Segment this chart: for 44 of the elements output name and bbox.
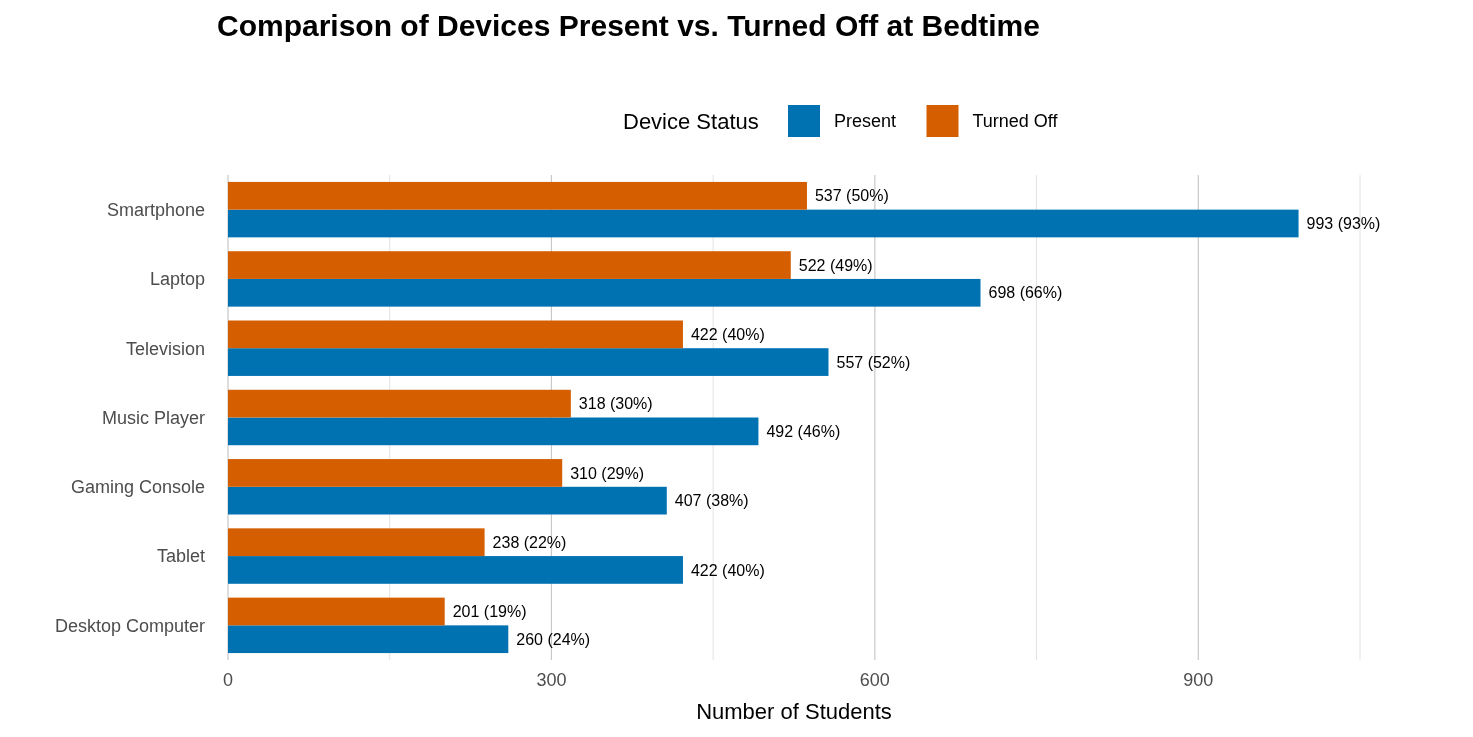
data-label: 993 (93%) <box>1306 215 1381 233</box>
data-label: 422 (40%) <box>690 561 765 579</box>
bar <box>228 320 683 349</box>
data-label: 698 (66%) <box>988 284 1063 302</box>
y-tick-label: Tablet <box>156 546 205 567</box>
y-tick-label: Music Player <box>101 407 205 428</box>
data-label: 260 (24%) <box>516 630 591 648</box>
y-tick-label: Desktop Computer <box>54 615 205 636</box>
data-label: 537 (50%) <box>814 187 889 205</box>
legend-label: Turned Off <box>972 111 1059 132</box>
data-label: 310 (29%) <box>570 464 645 482</box>
bar <box>228 597 445 626</box>
bar <box>228 528 485 557</box>
bar <box>228 625 509 654</box>
bar <box>228 389 571 418</box>
x-tick-label: 300 <box>536 670 567 690</box>
data-label: 318 (30%) <box>578 395 653 413</box>
x-tick-label: 0 <box>222 670 234 690</box>
y-tick-label: Smartphone <box>106 199 205 220</box>
x-axis-title: Number of Students <box>696 699 892 724</box>
x-tick-label: 600 <box>859 670 890 690</box>
data-label: 492 (46%) <box>766 422 841 440</box>
bar <box>228 181 807 210</box>
data-label: 557 (52%) <box>836 353 911 371</box>
data-label: 522 (49%) <box>798 256 873 274</box>
y-tick-label: Laptop <box>149 269 205 290</box>
bar <box>228 209 1299 238</box>
bar <box>228 556 683 584</box>
y-tick-label: Gaming Console <box>70 477 205 498</box>
legend-title: Device Status <box>623 108 759 134</box>
bar <box>228 251 791 279</box>
data-label: 201 (19%) <box>452 603 527 621</box>
x-tick-label: 900 <box>1183 670 1214 690</box>
y-tick-label: Television <box>125 338 205 359</box>
bar <box>228 278 981 307</box>
bar <box>228 348 829 376</box>
data-label: 407 (38%) <box>674 492 749 510</box>
bar <box>228 459 563 487</box>
bar <box>228 417 759 446</box>
chart-title: Comparison of Devices Present vs. Turned Off at Bedtime <box>217 8 1040 42</box>
data-label: 422 (40%) <box>690 325 765 343</box>
legend-label: Present <box>834 111 897 132</box>
bar <box>228 486 667 515</box>
data-label: 238 (22%) <box>492 533 567 551</box>
